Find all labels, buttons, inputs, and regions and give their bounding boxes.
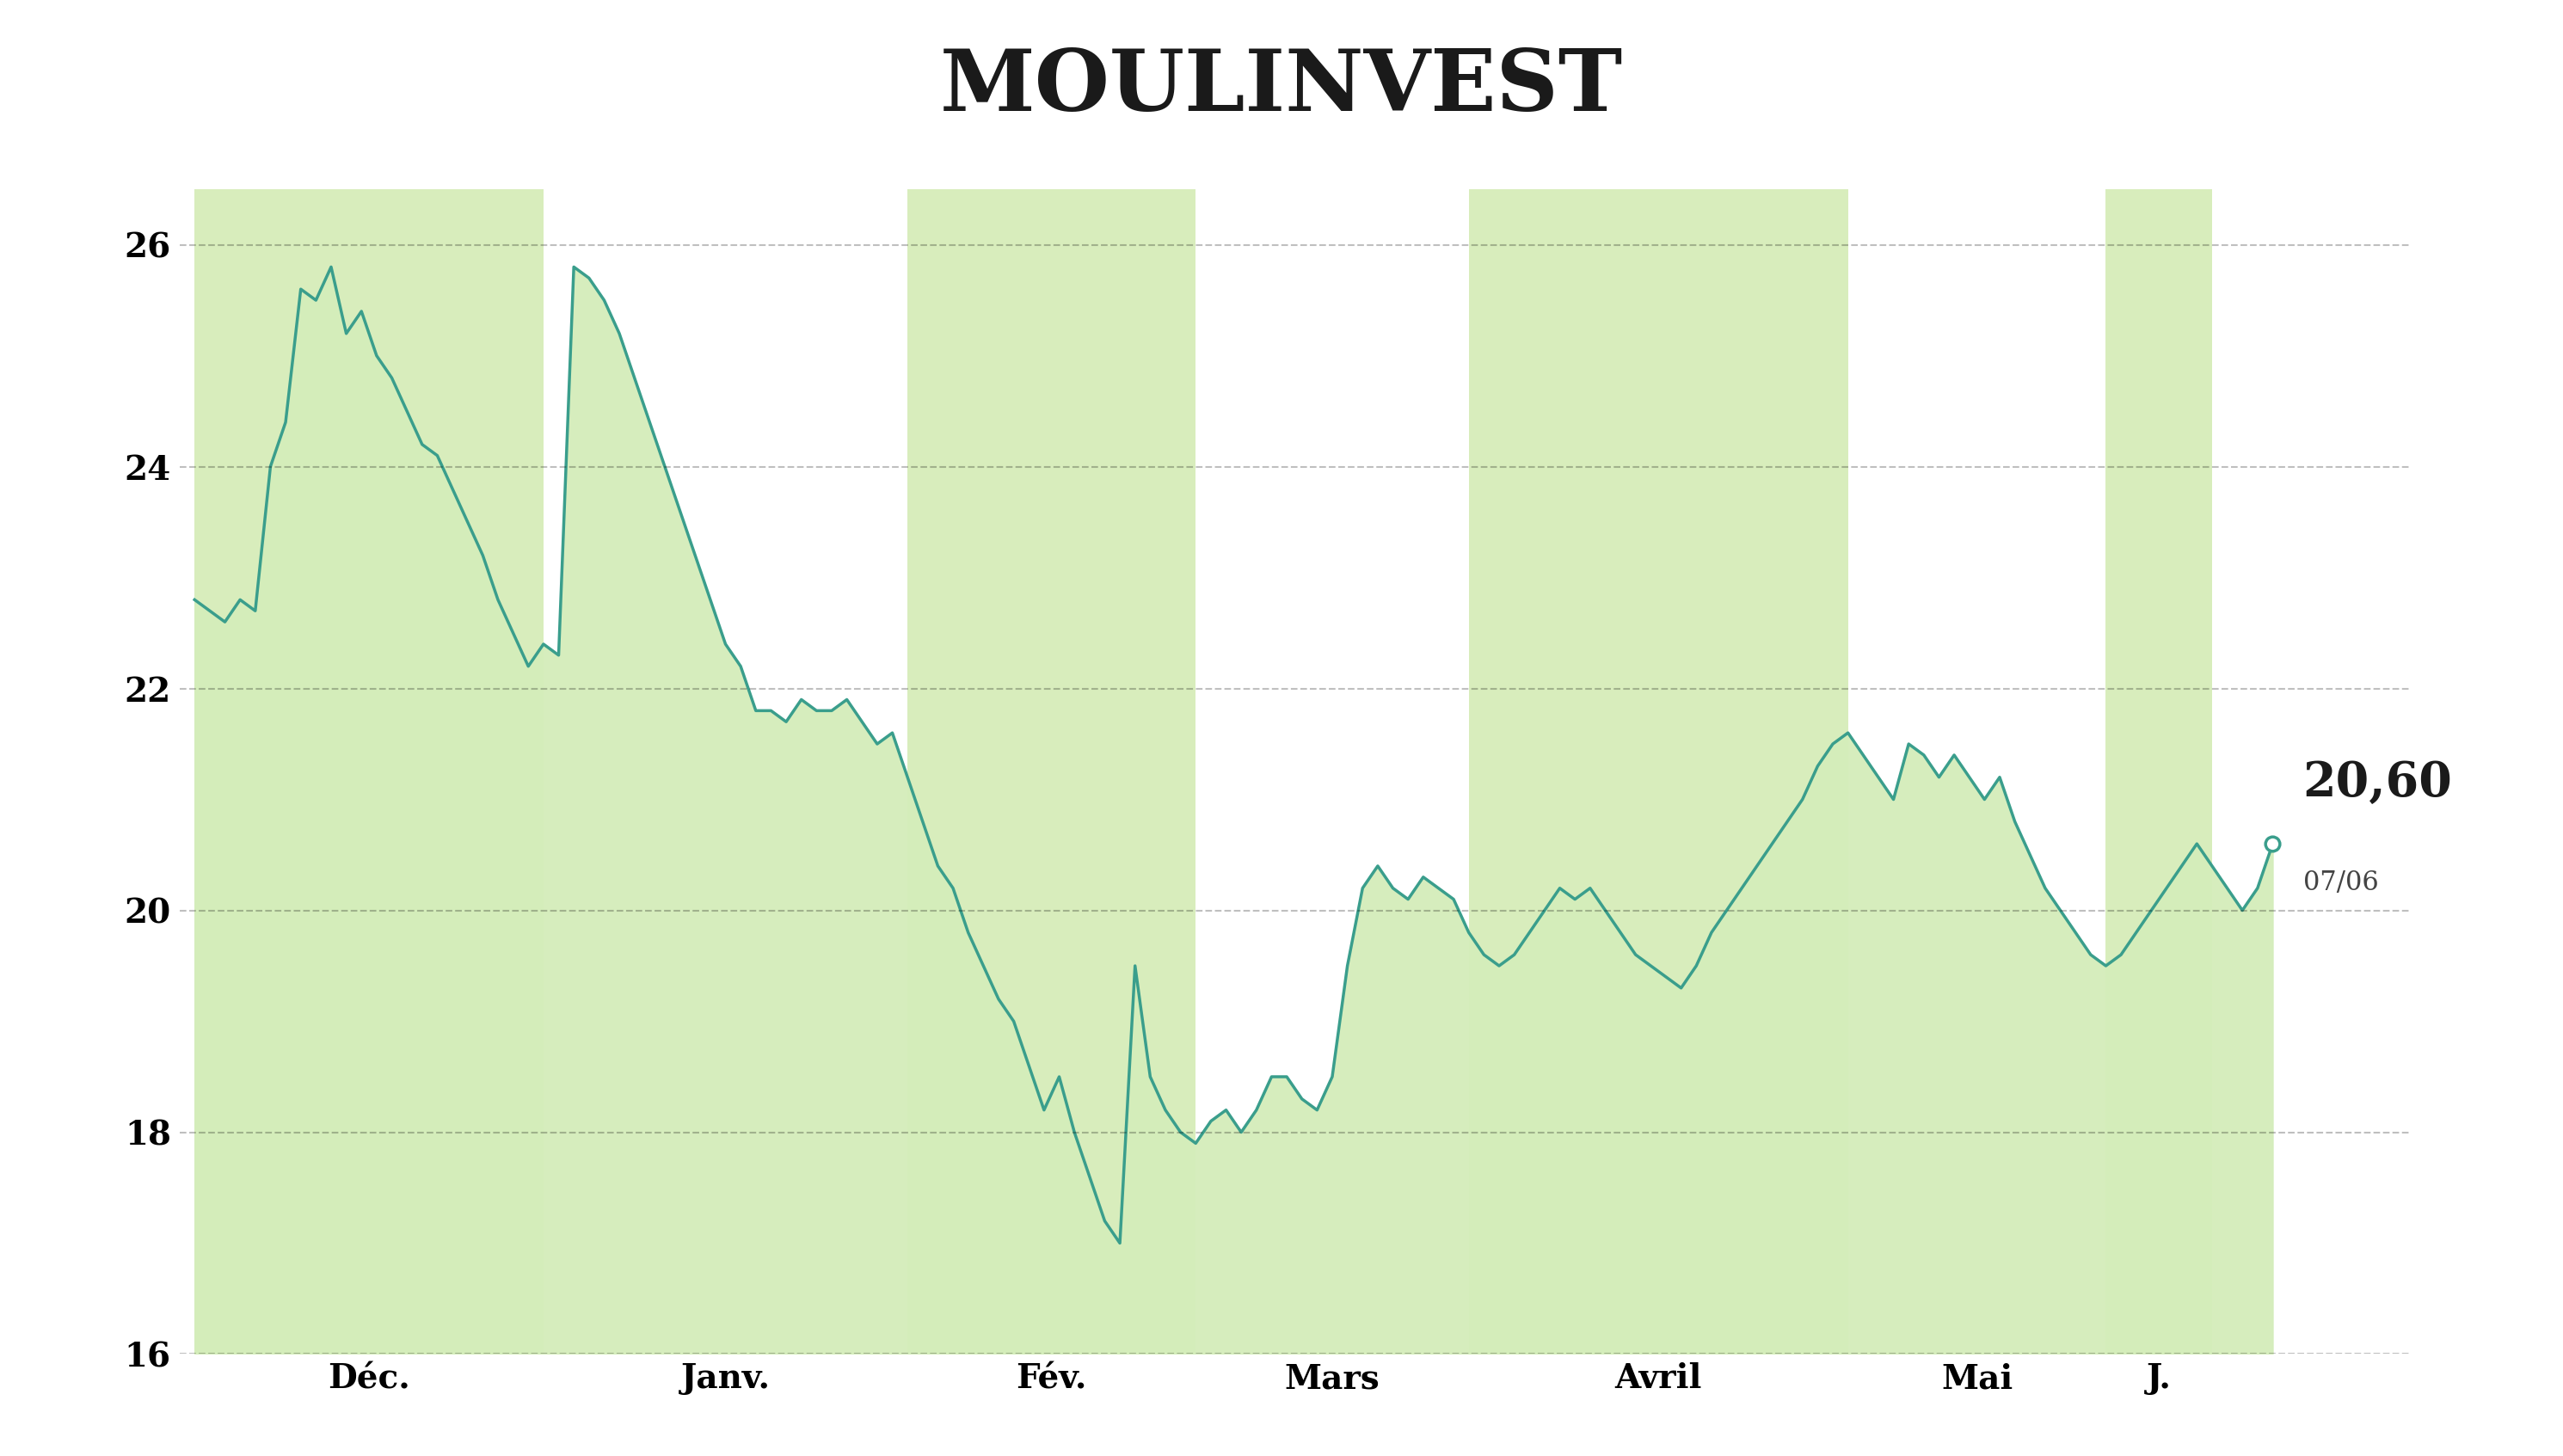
Text: MOULINVEST: MOULINVEST: [941, 45, 1622, 130]
Text: 07/06: 07/06: [2304, 869, 2378, 895]
Bar: [1469, 189, 1848, 1354]
Text: 20,60: 20,60: [2304, 759, 2453, 807]
Bar: [907, 189, 1197, 1354]
Bar: [2107, 189, 2212, 1354]
Bar: [195, 189, 543, 1354]
